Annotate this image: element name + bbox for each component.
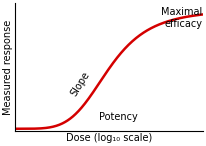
Text: Potency: Potency bbox=[99, 112, 137, 122]
Text: Maximal
efficacy: Maximal efficacy bbox=[161, 7, 202, 29]
X-axis label: Dose (log₁₀ scale): Dose (log₁₀ scale) bbox=[66, 133, 152, 142]
Text: Slope: Slope bbox=[69, 69, 92, 98]
Y-axis label: Measured response: Measured response bbox=[4, 20, 13, 115]
